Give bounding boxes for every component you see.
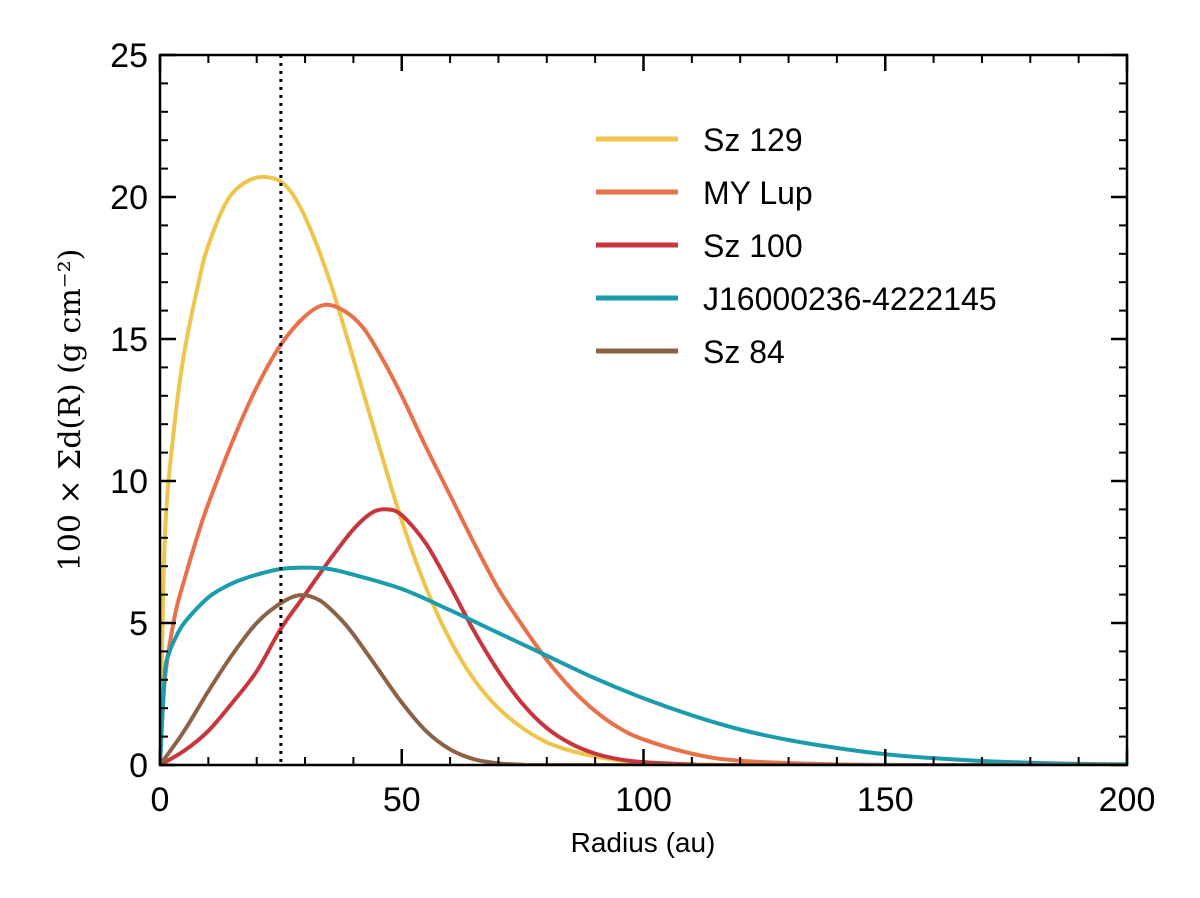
- series-line-2: [160, 507, 1127, 765]
- x-tick-label: 200: [1099, 781, 1156, 819]
- tick-label-layer: 0 50 100 150 200 0 5 10 15 20 25: [110, 37, 1155, 819]
- y-tick-label: 15: [110, 321, 148, 359]
- legend-label-0: Sz 129: [703, 122, 803, 158]
- y-tick-label: 0: [129, 747, 148, 785]
- x-axis-label: Radius (au): [571, 827, 716, 858]
- tick-layer: [158, 53, 1129, 767]
- legend-label-2: Sz 100: [703, 228, 803, 264]
- series-line-3: [160, 565, 1127, 765]
- x-tick-label: 150: [857, 781, 914, 819]
- x-tick-label: 50: [383, 781, 421, 819]
- series-line-0: [160, 174, 1127, 765]
- legend-label-1: MY Lup: [703, 175, 813, 211]
- legend: Sz 129 MY Lup Sz 100 J16000236-4222145 Sz 84: [596, 122, 997, 370]
- plot-frame: [158, 53, 1129, 767]
- legend-label-3: J16000236-4222145: [703, 281, 997, 317]
- x-tick-label: 0: [151, 781, 170, 819]
- y-tick-label: 5: [129, 605, 148, 643]
- y-tick-label: 25: [110, 37, 148, 75]
- y-tick-label: 20: [110, 179, 148, 217]
- y-tick-label: 10: [110, 463, 148, 501]
- series-layer: [160, 174, 1127, 765]
- legend-label-4: Sz 84: [703, 334, 785, 370]
- x-tick-label: 100: [615, 781, 672, 819]
- series-line-1: [160, 302, 1127, 765]
- y-axis-label: 100 × Σd(R) (g cm⁻²): [53, 249, 88, 572]
